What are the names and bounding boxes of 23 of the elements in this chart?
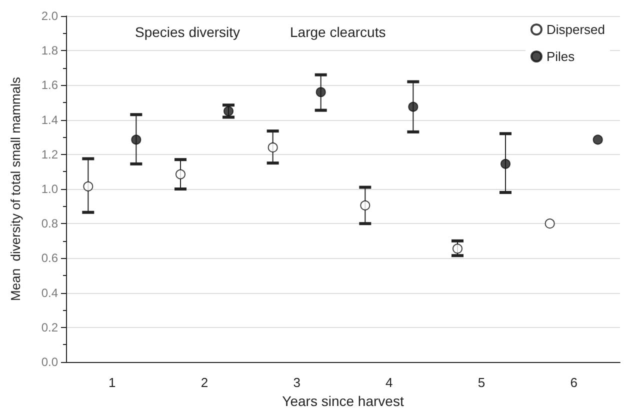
annotation: Large clearcuts — [290, 24, 386, 40]
x-tick-label: 3 — [293, 375, 300, 390]
annotation: Species diversity — [135, 24, 240, 40]
y-tick-label: 2.0 — [41, 9, 58, 23]
y-tick-label: 1.4 — [41, 112, 58, 127]
x-tick-label: 5 — [478, 375, 486, 390]
y-tick-label: 0.6 — [41, 251, 58, 266]
y-tick-label: 1.0 — [41, 182, 58, 196]
y-tick-label: 0.4 — [41, 286, 58, 300]
y-axis-title: Mean diversity of total small mammals — [8, 76, 23, 301]
y-tick-label: 1.6 — [41, 78, 58, 92]
x-tick-label: 1 — [108, 375, 116, 390]
y-tick-label: 0.0 — [41, 355, 58, 369]
legend-label: Dispersed — [546, 22, 606, 37]
x-tick-label: 2 — [200, 375, 208, 390]
legend-label: Piles — [546, 49, 576, 64]
y-tick-label: 1.2 — [41, 147, 58, 162]
y-tick-label: 0.8 — [41, 216, 58, 231]
y-tick-label: 0.2 — [41, 320, 58, 334]
x-tick-label: 4 — [386, 375, 393, 390]
y-tick-label: 1.8 — [41, 44, 58, 58]
x-axis-title: Years since harvest — [282, 393, 404, 409]
x-tick-label: 6 — [570, 375, 578, 390]
